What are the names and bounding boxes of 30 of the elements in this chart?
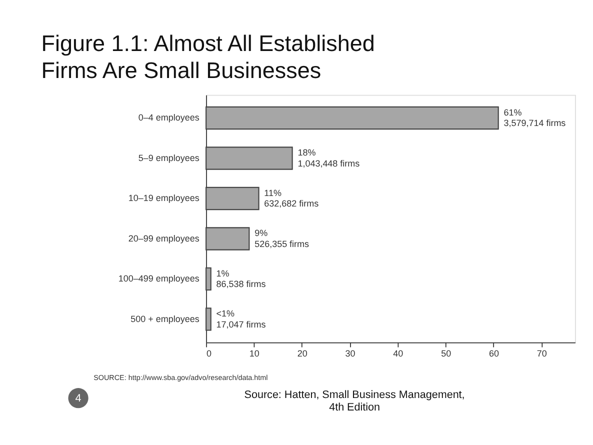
chart-title: Figure 1.1: Almost All Established Firms Are Small Businesses — [41, 30, 375, 83]
y-tick-label: 500 + employees — [130, 314, 200, 324]
x-tick-label: 10 — [249, 348, 260, 358]
source-note: SOURCE: http://www.sba.gov/advo/research/data.html — [94, 373, 268, 382]
bar — [206, 106, 499, 130]
bar — [206, 227, 250, 250]
data-label: <1% 17,047 firms — [216, 308, 266, 330]
bar — [206, 186, 260, 210]
data-label: 1% 86,538 firms — [216, 268, 266, 290]
text: 4 — [75, 392, 82, 405]
x-tick-label: 20 — [297, 348, 308, 358]
data-label: 18% 1,043,448 firms — [298, 148, 360, 168]
bar — [206, 267, 212, 291]
x-tick-label: 60 — [489, 348, 499, 358]
data-label: 11% 632,682 firms — [264, 188, 320, 209]
x-tick-label: 40 — [393, 348, 404, 358]
y-tick-label: 0–4 employees — [138, 112, 200, 123]
data-label: 9% 526,355 firms — [254, 228, 310, 249]
source-note: Source: Hatten, Small Business Management, 4th Edition — [244, 389, 465, 414]
y-tick-label: 10–19 employees — [128, 193, 200, 204]
bar — [206, 308, 212, 331]
y-tick-label: 20–99 employees — [128, 233, 200, 244]
x-tick-label: 50 — [441, 348, 452, 358]
x-tick-label: 30 — [345, 348, 356, 358]
x-tick-label: 70 — [536, 348, 547, 358]
x-tick-label: 0 — [206, 348, 212, 358]
bar — [206, 146, 293, 170]
y-tick-label: 100–499 employees — [118, 274, 200, 284]
data-label: 61% 3,579,714 firms — [504, 107, 566, 128]
y-tick-label: 5–9 employees — [138, 152, 200, 163]
